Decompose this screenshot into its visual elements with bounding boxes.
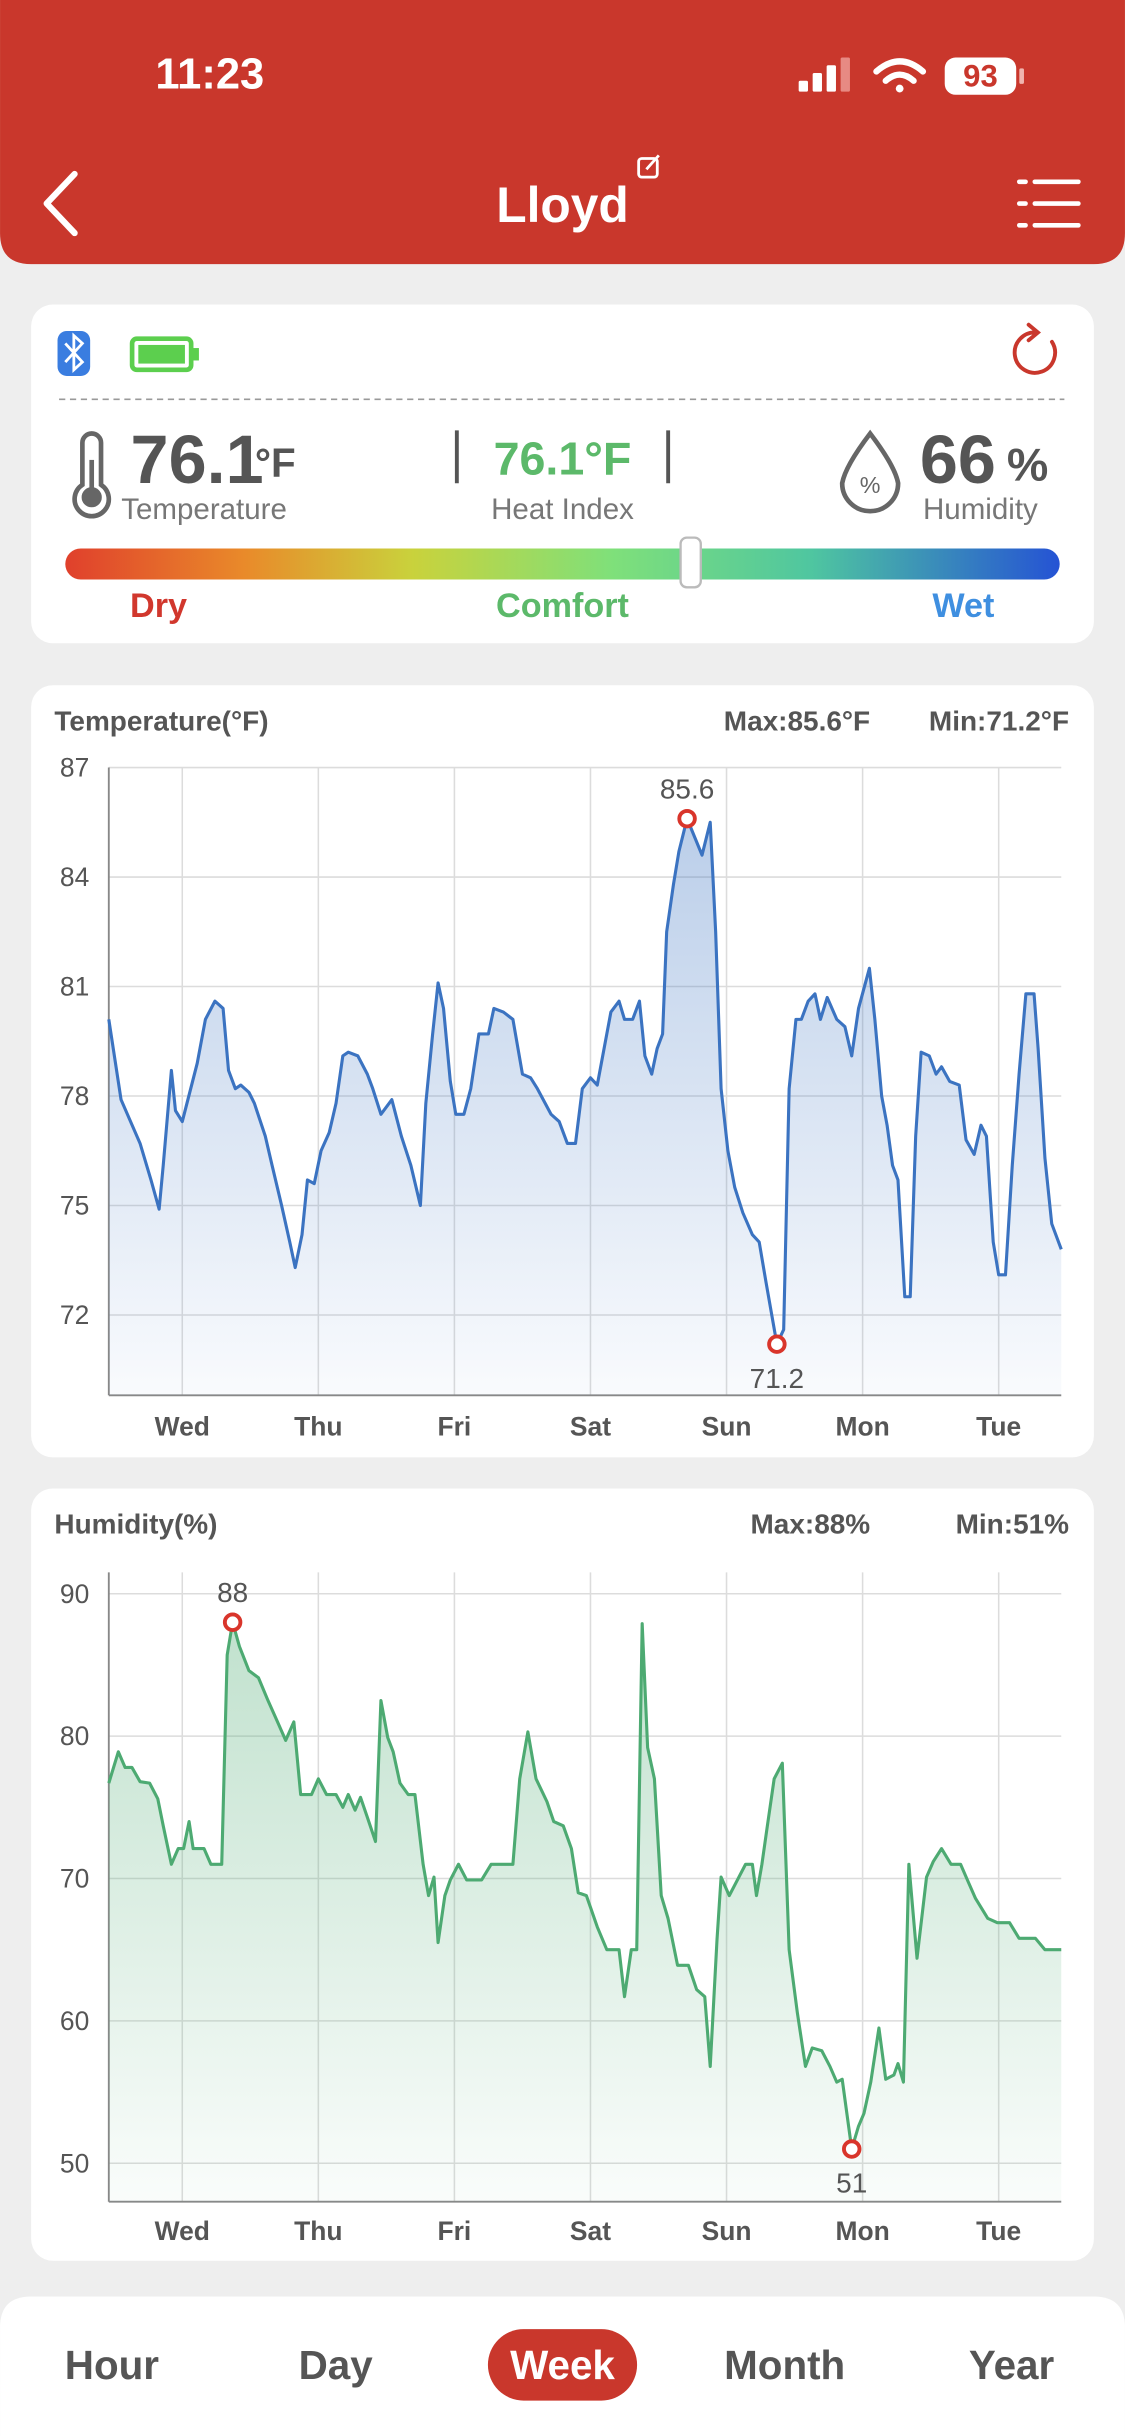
device-battery-level [138,344,185,364]
y-tick-label: 81 [60,972,89,1002]
scale-label: Comfort [496,587,629,625]
heat-index-value: 76.1°F [494,432,632,484]
battery-level: 93 [963,59,998,94]
chart-max: Max:85.6°F [724,705,870,736]
x-tick-label: Thu [294,1411,342,1441]
y-tick-label: 60 [60,2006,89,2036]
wifi-icon [873,58,927,93]
heat-index-label: Heat Index [491,493,634,526]
y-tick-label: 80 [60,1721,89,1751]
droplet-icon [839,429,901,514]
y-tick-label: 87 [60,753,89,783]
device-battery-tip [192,348,199,361]
y-tick-label: 50 [60,2148,89,2178]
extreme-marker [767,1334,787,1354]
data-line [107,817,1063,1346]
tabs: Hour Day Week Month Year [65,2329,1055,2401]
line-chart: Humidity(%) Min:51% Max:88% 50 60 70 80 90 Wed Th… [54,1509,1069,2246]
x-tick-label: Mon [835,1411,889,1441]
y-tick-label: 84 [60,862,89,892]
humidity-value: 66 [920,422,996,498]
comfort-scale [65,548,1060,580]
droplet-label: % [860,472,881,498]
extreme-label: 88 [217,1577,248,1608]
chart-title: Temperature(°F) [54,705,268,736]
x-tick-label: Sat [570,2216,611,2246]
y-tick-label: 70 [60,1864,89,1894]
battery-icon [944,57,1017,95]
temperature-label: Temperature [121,493,287,526]
area-fill [108,818,1062,1396]
x-tick-label: Sat [570,1411,611,1441]
x-tick-label: Fri [438,2216,472,2246]
tab[interactable]: Day [299,2342,374,2388]
device-battery-icon [129,336,194,373]
x-tick-label: Tue [976,2216,1021,2246]
extreme-label: 51 [836,2168,867,2199]
chart-title: Humidity(%) [54,1509,217,1540]
thermometer-icon [72,431,112,519]
x-tick-label: Wed [155,1411,210,1441]
status-time: 11:23 [155,51,264,99]
humidity-unit: % [1007,439,1048,491]
y-tick-label: 78 [60,1081,89,1111]
temperature-value: 76.1 [131,422,264,498]
x-tick-label: Fri [438,1411,472,1441]
tab-highlight [487,2329,638,2401]
extreme-marker [222,1612,243,1632]
device-name[interactable]: Lloyd [496,177,629,233]
extreme-label: 71.2 [750,1363,804,1394]
x-tick-label: Tue [976,1411,1021,1441]
line-chart: Temperature(°F) Min:71.2°F Max:85.6°F 72 75 7… [54,705,1069,1441]
data-line [107,1620,1062,2151]
x-tick-label: Sun [702,1411,752,1441]
bluetooth-symbol [64,332,85,373]
x-tick-label: Sun [702,2216,752,2246]
y-tick-label: 72 [60,1300,89,1330]
battery-tip [1019,68,1024,84]
refresh-button[interactable] [1012,322,1058,375]
area-fill [108,1622,1062,2202]
comfort-indicator [679,536,702,589]
edit-icon[interactable] [637,154,660,179]
y-tick-label: 90 [60,1579,89,1609]
tab[interactable]: Week [510,2342,615,2388]
tab[interactable]: Month [724,2342,845,2388]
x-tick-label: Thu [294,2216,342,2246]
x-tick-label: Mon [835,2216,889,2246]
humidity-label: Humidity [923,493,1038,526]
tab[interactable]: Hour [65,2342,159,2388]
tab[interactable]: Year [969,2342,1055,2388]
charts: Temperature(°F) Min:71.2°F Max:85.6°F 72 75 7… [54,705,1069,2246]
x-tick-label: Wed [155,2216,210,2246]
scale-label: Wet [932,587,994,625]
scale-label: Dry [130,587,187,625]
chart-min: Min:71.2°F [929,705,1069,736]
extreme-label: 85.6 [660,774,714,805]
extreme-marker [677,808,697,829]
chart-max: Max:88% [751,1509,871,1540]
chart-min: Min:51% [956,1509,1070,1540]
extreme-marker [842,2139,862,2159]
back-button[interactable] [43,170,78,237]
temperature-unit: °F [255,440,296,486]
signal-icon [798,57,850,92]
menu-button[interactable] [1016,179,1081,228]
y-tick-label: 75 [60,1191,89,1221]
